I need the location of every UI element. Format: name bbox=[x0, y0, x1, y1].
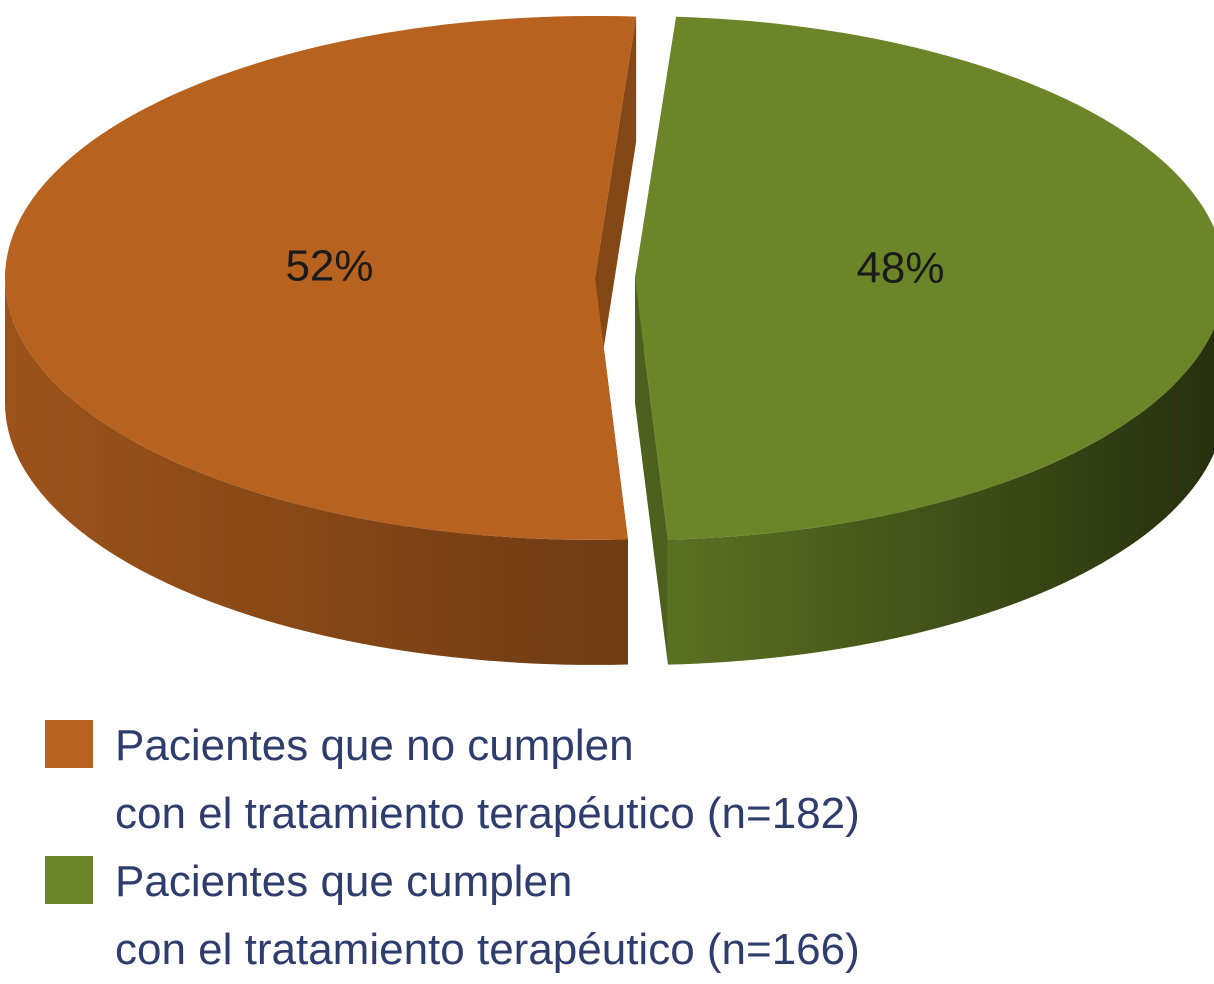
legend-item: Pacientes que no cumplen con el tratamie… bbox=[45, 712, 860, 848]
slice bbox=[635, 16, 1214, 540]
data-label: 52% bbox=[285, 242, 373, 291]
slice-cut-side bbox=[634, 278, 668, 665]
legend-label: Pacientes que no cumplen con el tratamie… bbox=[115, 721, 860, 838]
legend-swatch bbox=[45, 720, 93, 768]
data-label: 48% bbox=[856, 244, 944, 293]
legend-label: Pacientes que cumplen con el tratamiento… bbox=[115, 857, 860, 974]
legend-swatch bbox=[45, 856, 93, 904]
legend-item: Pacientes que cumplen con el tratamiento… bbox=[45, 848, 860, 984]
pie-plot: 52% 48% bbox=[5, 15, 1214, 665]
slice-side bbox=[667, 328, 1214, 665]
slice-side bbox=[5, 277, 628, 665]
slice bbox=[5, 15, 637, 540]
slice-cut-side bbox=[595, 16, 637, 403]
